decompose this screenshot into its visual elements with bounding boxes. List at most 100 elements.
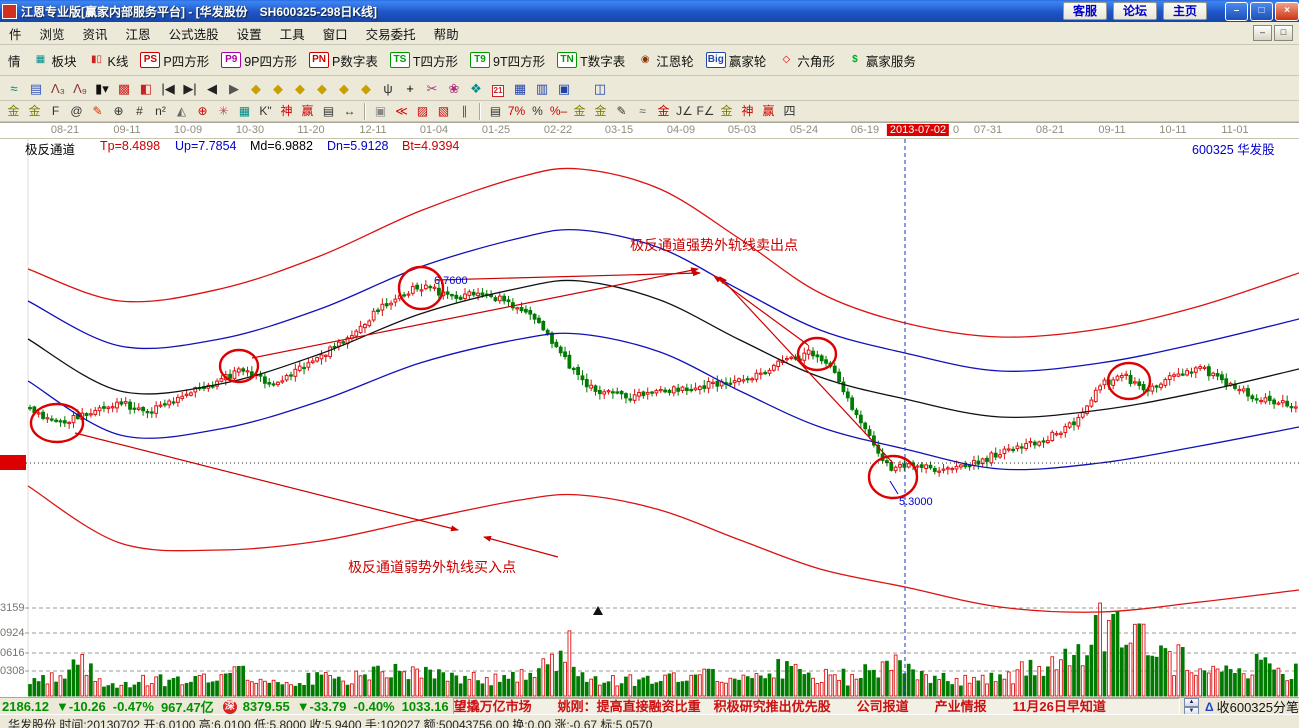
p-square-button[interactable]: PS P四方形 (134, 48, 215, 72)
gold-line-icon[interactable]: 金 (594, 103, 607, 118)
expand-left-icon[interactable]: ◆ (251, 80, 261, 96)
compress-horizontal-icon[interactable]: ◆ (317, 80, 327, 96)
notes-icon[interactable]: ▥ (535, 80, 549, 96)
wave-line-icon[interactable]: ≈ (639, 103, 646, 118)
winner-service-button[interactable]: $ 赢家服务 (841, 48, 922, 72)
marker-pen-icon[interactable]: ✎ (616, 103, 627, 118)
chart-3-icon[interactable]: Λ₃ (51, 80, 65, 96)
kline-button[interactable]: ▮▯ K线 (83, 48, 135, 72)
mdi-restore-button[interactable]: □ (1274, 25, 1293, 41)
t-number-table-button[interactable]: TN T数字表 (551, 48, 631, 72)
j-angle-icon[interactable]: J∠ (676, 103, 693, 118)
box-select-icon[interactable]: ▣ (374, 103, 387, 118)
sectors-button[interactable]: ▦ 板块 (27, 48, 83, 72)
shen-grid-icon[interactable]: 神 (280, 103, 293, 118)
forum-link[interactable]: 论坛 (1112, 2, 1157, 20)
mdi-minimize-button[interactable]: – (1253, 25, 1272, 41)
t-square-button[interactable]: TS T四方形 (384, 48, 464, 72)
quotes-partial[interactable]: 情 (2, 48, 27, 72)
pattern-box-icon[interactable]: ▩ (117, 80, 131, 96)
export-icon[interactable]: ◫ (593, 80, 607, 96)
percent-line-icon[interactable]: %– (549, 103, 568, 118)
menu-公式选股[interactable]: 公式选股 (168, 27, 219, 42)
chart-canvas[interactable] (0, 123, 1299, 698)
menu-浏览[interactable]: 浏览 (39, 27, 65, 42)
price-scale-icon[interactable]: ▤ (489, 103, 502, 118)
p9-square-button[interactable]: P9 9P四方形 (215, 48, 303, 72)
menu-窗口[interactable]: 窗口 (322, 27, 348, 42)
p-number-table-button[interactable]: PN P数字表 (303, 48, 384, 72)
go-last-icon[interactable]: ▶| (183, 80, 197, 96)
teal-grid-icon[interactable]: ▦ (238, 103, 251, 118)
close-button[interactable]: × (1275, 2, 1299, 21)
fan-lines-icon[interactable]: ≪ (395, 103, 408, 118)
measure-tool-icon[interactable]: ✂ (426, 80, 438, 96)
n-square-icon[interactable]: n² (155, 103, 166, 118)
next-icon[interactable]: ▶ (229, 80, 239, 96)
gann-gold-grid-icon[interactable]: 金 (7, 103, 20, 118)
candle-style-icon[interactable]: ▮▾ (95, 80, 109, 96)
calculator-icon[interactable]: ▦ (513, 80, 527, 96)
flower-tool-icon[interactable]: ❀ (448, 80, 460, 96)
save-icon[interactable]: ▣ (557, 80, 571, 96)
ying-grid-icon[interactable]: 赢 (301, 103, 314, 118)
gann-gold-grid2-icon[interactable]: 金 (28, 103, 41, 118)
menu-设置[interactable]: 设置 (236, 27, 262, 42)
fan-box-icon[interactable]: ▧ (437, 103, 450, 118)
time-circle-icon[interactable]: ⊕ (113, 103, 124, 118)
percent-icon[interactable]: % (532, 103, 543, 118)
parallel-lines-icon[interactable]: ∥ (461, 103, 468, 118)
volume-axis-label: 0308 (0, 665, 25, 677)
spiral-icon[interactable]: @ (70, 103, 83, 118)
si-angle-icon[interactable]: 四∠ (783, 103, 796, 137)
pattern2-tool-icon[interactable]: ❖ (470, 80, 482, 96)
home-link[interactable]: 主页 (1162, 2, 1207, 20)
hand-tool-icon[interactable]: ψ (383, 80, 393, 96)
menu-资讯[interactable]: 资讯 (82, 27, 108, 42)
ying-angle-icon[interactable]: 赢∠ (762, 103, 775, 137)
wave-tool-icon[interactable]: ≈ (10, 80, 18, 96)
gold-circle-icon[interactable]: 金 (573, 103, 586, 118)
ruler-123-icon[interactable]: ▤ (322, 103, 335, 118)
shen-angle-icon[interactable]: 神∠ (741, 103, 754, 137)
expand-horizontal-icon[interactable]: ◆ (295, 80, 305, 96)
percent7-icon[interactable]: 7% (507, 103, 526, 118)
expand-vertical-icon[interactable]: ◆ (339, 80, 349, 96)
expand-all-icon[interactable]: ◆ (361, 80, 371, 96)
maximize-button[interactable]: □ (1250, 2, 1273, 21)
expand-right-icon[interactable]: ◆ (273, 80, 283, 96)
gann-wheel-button[interactable]: ◉ 江恩轮 (631, 48, 700, 72)
news-ticker[interactable]: 望撬万亿市场 姚刚：提高直接融资比重 积极研究推出优先股 公司报道 产业情报 1… (452, 698, 1180, 715)
report-form-icon[interactable]: ▤ (29, 80, 43, 96)
k-mark-icon[interactable]: K" (259, 103, 272, 118)
crosshair-tool-icon[interactable]: + (406, 80, 414, 96)
support-link[interactable]: 客服 (1062, 2, 1107, 20)
menu-帮助[interactable]: 帮助 (433, 27, 459, 42)
chart-9-icon[interactable]: Λ₉ (73, 80, 87, 96)
menu-件[interactable]: 件 (9, 27, 22, 42)
chart-area[interactable]: 08-21 09-11 10-09 10-30 11-20 12-11 01-04 01-25… (0, 122, 1299, 698)
flag-histogram-icon[interactable]: ◧ (139, 80, 153, 96)
go-first-icon[interactable]: |◀ (161, 80, 175, 96)
news-spinner[interactable]: ▲ ▼ (1183, 697, 1199, 716)
gold-red-icon[interactable]: 金 (657, 103, 670, 118)
t9-square-button[interactable]: T9 9T四方形 (464, 48, 551, 72)
calendar-21-icon[interactable]: 21 (487, 79, 509, 98)
prev-icon[interactable]: ◀ (207, 80, 217, 96)
f-ruler-icon[interactable]: F (51, 103, 60, 118)
spiderweb-icon[interactable]: ✳ (218, 103, 229, 118)
mirror-icon[interactable]: ◭ (176, 103, 187, 118)
menu-交易委托[interactable]: 交易委托 (365, 27, 416, 42)
minimize-button[interactable]: – (1225, 2, 1248, 21)
f-angle-icon[interactable]: F∠ (696, 103, 715, 118)
gold-angle-icon[interactable]: 金∠ (720, 103, 733, 137)
pen-tool-icon[interactable]: ✎ (92, 103, 103, 118)
winner-wheel-button[interactable]: Big 赢家轮 (700, 48, 773, 72)
fan-grid-icon[interactable]: ▨ (416, 103, 429, 118)
width-arrows-icon[interactable]: ↔ (343, 103, 356, 118)
menu-江恩[interactable]: 江恩 (125, 27, 151, 42)
compass-icon[interactable]: ⊕ (197, 103, 208, 118)
menu-工具[interactable]: 工具 (279, 27, 305, 42)
ruler-icon[interactable]: # (136, 103, 143, 118)
hexagon-button[interactable]: ◇ 六角形 (772, 48, 841, 72)
